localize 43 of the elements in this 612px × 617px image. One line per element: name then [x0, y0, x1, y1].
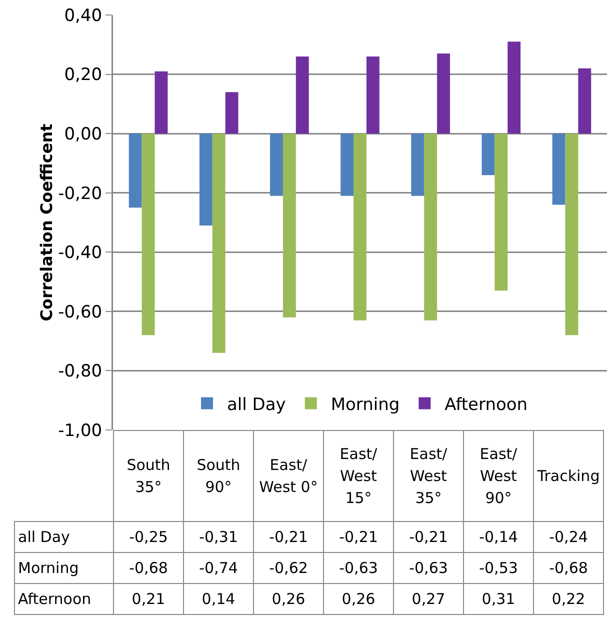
data-label: -0,24: [534, 522, 604, 552]
data-label: -0,53: [464, 552, 534, 584]
data-label: 0,26: [254, 584, 324, 614]
data-label: -0,31: [184, 522, 254, 552]
data-label: -0,14: [464, 522, 534, 552]
data-label: 0,14: [184, 584, 254, 614]
data-label: -0,21: [324, 522, 394, 552]
y-axis-title: Correlation Coefficent: [37, 123, 56, 322]
legend-label: Afternoon: [444, 394, 528, 415]
data-label: 0,27: [394, 584, 464, 614]
data-label: -0,63: [394, 552, 464, 584]
text: Morning: [18, 559, 79, 577]
x-tick-label: East/West 15°: [324, 430, 394, 522]
legend-label: Morning: [330, 394, 400, 415]
data-label: -0,62: [254, 552, 324, 584]
y-tick-label: 0,40: [64, 6, 102, 26]
y-tick-label: -0,60: [58, 302, 102, 322]
x-tick-label: South 35°: [114, 430, 184, 522]
y-tick-label: -0,40: [58, 243, 102, 264]
y-tick-label: -0,80: [58, 362, 102, 382]
data-label: -0,74: [184, 552, 254, 584]
data-label: -0,21: [254, 522, 324, 552]
data-label: -0,25: [114, 522, 184, 552]
x-tick-label: East/West 90°: [464, 430, 534, 522]
data-label: -0,68: [114, 552, 184, 584]
data-label: 0,21: [114, 584, 184, 614]
y-tick-label: 0,00: [64, 124, 102, 145]
y-tick-label: -0,20: [58, 184, 102, 204]
legend-label: all Day: [227, 394, 286, 415]
x-tick-label: East/West 0°: [254, 430, 324, 522]
text: Afternoon: [18, 590, 92, 608]
data-label: 0,22: [534, 584, 604, 614]
data-label: -0,63: [324, 552, 394, 584]
x-tick-label: Tracking: [534, 430, 604, 522]
text: all Day: [18, 528, 70, 546]
x-tick-label: South 90°: [184, 430, 254, 522]
x-tick-label: East/West 35°: [394, 430, 464, 522]
data-label: 0,31: [464, 584, 534, 614]
data-label: -0,21: [394, 522, 464, 552]
data-label: -0,68: [534, 552, 604, 584]
data-label: 0,26: [324, 584, 394, 614]
y-tick-label: -1,00: [58, 420, 102, 441]
y-tick-label: 0,20: [64, 65, 102, 86]
